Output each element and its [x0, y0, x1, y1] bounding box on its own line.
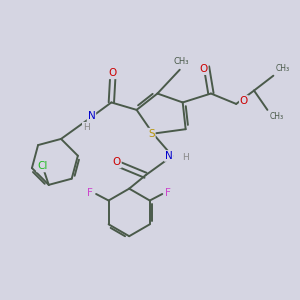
Text: N: N — [88, 111, 95, 122]
Text: CH₃: CH₃ — [276, 64, 290, 73]
Text: O: O — [200, 64, 208, 74]
Text: H: H — [83, 123, 89, 132]
Text: N: N — [165, 151, 172, 161]
Text: Cl: Cl — [37, 161, 47, 171]
Text: CH₃: CH₃ — [173, 57, 189, 66]
Text: CH₃: CH₃ — [270, 112, 284, 121]
Text: F: F — [87, 188, 93, 198]
Text: O: O — [240, 96, 248, 106]
Text: S: S — [148, 129, 155, 139]
Text: O: O — [109, 68, 117, 78]
Text: F: F — [165, 188, 171, 198]
Text: H: H — [182, 153, 189, 162]
Text: O: O — [112, 158, 121, 167]
